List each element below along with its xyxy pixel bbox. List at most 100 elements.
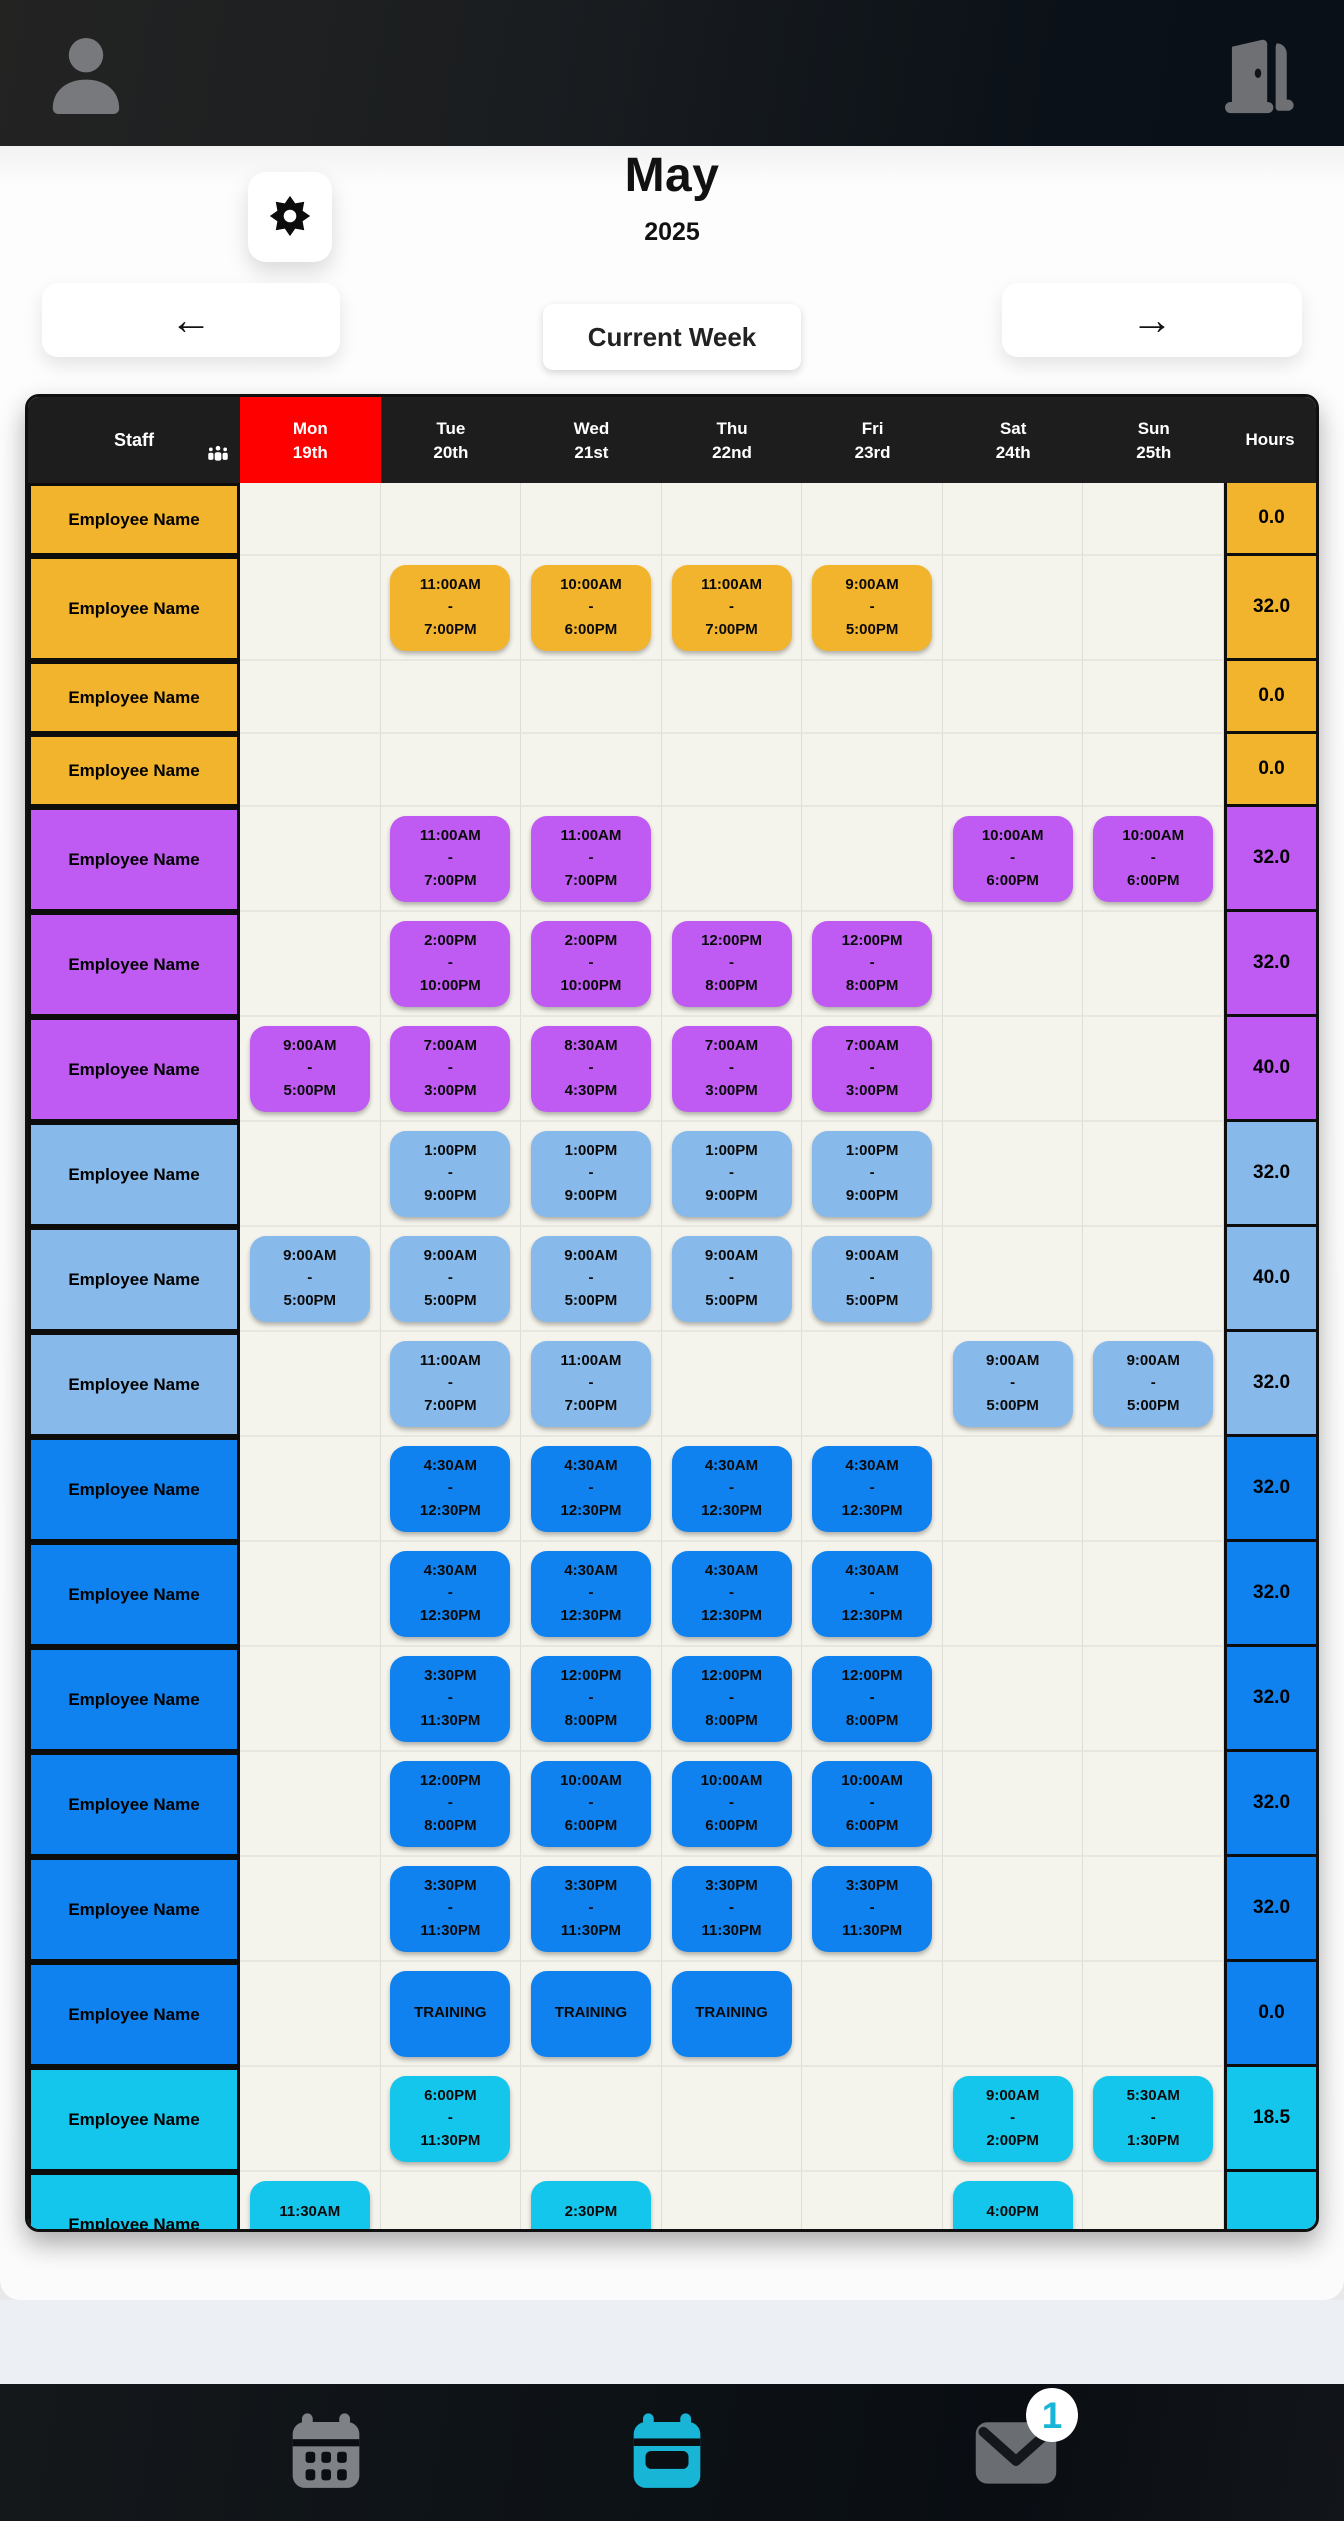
shift-pill[interactable]: 3:30PM - 11:30PM xyxy=(390,1865,511,1952)
shift-pill[interactable]: 3:30PM - 11:30PM xyxy=(390,1655,511,1742)
shift-cell-sun xyxy=(1083,483,1225,556)
shift-pill[interactable]: 10:00AM - 6:00PM xyxy=(530,1760,651,1847)
settings-button[interactable] xyxy=(248,172,332,262)
shift-pill[interactable]: 11:00AM - 7:00PM xyxy=(530,1340,651,1427)
shift-pill[interactable]: 4:30AM - 12:30PM xyxy=(812,1445,933,1532)
shift-pill[interactable]: TRAINING xyxy=(530,1970,651,2057)
shift-pill[interactable]: 9:00AM - 5:00PM xyxy=(249,1025,370,1112)
shift-pill[interactable]: 10:00AM - 6:00PM xyxy=(1093,815,1214,902)
shift-pill[interactable]: 1:00PM - 9:00PM xyxy=(671,1130,792,1217)
employee-name-cell[interactable]: Employee Name xyxy=(28,1122,240,1227)
shift-pill[interactable]: 7:00AM - 3:00PM xyxy=(812,1025,933,1112)
shift-pill[interactable]: 9:00AM - 5:00PM xyxy=(671,1235,792,1322)
logout-button[interactable] xyxy=(1212,26,1304,122)
shift-end: 11:30PM xyxy=(701,1921,762,1939)
employee-name-cell[interactable]: Employee Name xyxy=(28,1962,240,2067)
employee-name-cell[interactable]: Employee Name xyxy=(28,734,240,807)
shift-pill[interactable]: 1:00PM - 9:00PM xyxy=(812,1130,933,1217)
messages-tab[interactable]: 1 xyxy=(946,2384,1086,2521)
shift-pill[interactable]: 4:30AM - 12:30PM xyxy=(671,1550,792,1637)
shift-pill[interactable]: 12:00PM - 8:00PM xyxy=(671,1655,792,1742)
shift-separator: - xyxy=(1150,2109,1156,2127)
next-week-button[interactable]: → xyxy=(1002,283,1302,357)
shift-pill[interactable]: 4:30AM - 12:30PM xyxy=(530,1445,651,1532)
shift-pill[interactable]: 4:30AM - 12:30PM xyxy=(812,1550,933,1637)
shift-pill[interactable]: 11:00AM - 7:00PM xyxy=(390,1340,511,1427)
shift-pill[interactable]: 9:00AM - 5:00PM xyxy=(952,1340,1073,1427)
shift-pill[interactable]: 4:30AM - 12:30PM xyxy=(530,1550,651,1637)
profile-button[interactable] xyxy=(38,24,134,124)
shift-pill[interactable]: 2:00PM - 10:00PM xyxy=(390,920,511,1007)
shift-pill[interactable]: 12:00PM - 8:00PM xyxy=(812,1655,933,1742)
shift-pill[interactable]: 4:30AM - 12:30PM xyxy=(390,1550,511,1637)
shift-pill[interactable]: 9:00AM - 5:00PM xyxy=(812,564,933,651)
shift-pill[interactable]: 9:00AM - 5:00PM xyxy=(249,1235,370,1322)
shift-separator: - xyxy=(729,1584,735,1602)
gear-icon xyxy=(269,195,311,240)
shift-start: 12:00PM xyxy=(841,931,903,949)
open-door-icon xyxy=(1212,39,1304,125)
previous-week-button[interactable]: ← xyxy=(42,283,340,357)
shift-pill[interactable]: 3:30PM - 11:30PM xyxy=(812,1865,933,1952)
shift-pill[interactable]: 12:00PM - 8:00PM xyxy=(671,920,792,1007)
employee-name-cell[interactable]: Employee Name xyxy=(28,1227,240,1332)
shift-pill[interactable]: 12:00PM - 8:00PM xyxy=(390,1760,511,1847)
shift-pill[interactable]: 7:00AM - 3:00PM xyxy=(390,1025,511,1112)
shift-pill[interactable]: 10:00AM - 6:00PM xyxy=(671,1760,792,1847)
shift-pill[interactable]: 3:30PM - 11:30PM xyxy=(671,1865,792,1952)
employee-name-cell[interactable]: Employee Name xyxy=(28,2067,240,2172)
employee-name-cell[interactable]: Employee Name xyxy=(28,1542,240,1647)
employee-name-cell[interactable]: Employee Name xyxy=(28,1437,240,1542)
employee-name-cell[interactable]: Employee Name xyxy=(28,1647,240,1752)
employee-name-cell[interactable]: Employee Name xyxy=(28,912,240,1017)
shift-pill[interactable]: 10:00AM - 6:00PM xyxy=(812,1760,933,1847)
employee-name-cell[interactable]: Employee Name xyxy=(28,483,240,556)
shift-pill[interactable]: 1:00PM - 9:00PM xyxy=(530,1130,651,1217)
shift-pill[interactable]: 11:00AM - 7:00PM xyxy=(390,564,511,651)
month-view-tab[interactable] xyxy=(256,2384,396,2521)
shift-pill[interactable]: 9:00AM - 2:00PM xyxy=(952,2075,1073,2162)
shift-pill[interactable]: TRAINING xyxy=(671,1970,792,2057)
employee-name-cell[interactable]: Employee Name xyxy=(28,556,240,661)
week-view-tab-active[interactable] xyxy=(597,2384,737,2521)
shift-start: 10:00AM xyxy=(1122,826,1185,844)
shift-pill[interactable]: 11:30AM - xyxy=(249,2180,370,2229)
shift-start: 4:30AM xyxy=(845,1561,899,1579)
schedule-row: Employee Name 1:00PM -9:00PM 1:00PM -9:00PM 1… xyxy=(28,1122,1316,1227)
shift-pill[interactable]: 12:00PM - 8:00PM xyxy=(812,920,933,1007)
shift-pill[interactable]: TRAINING xyxy=(390,1970,511,2057)
shift-pill[interactable]: 10:00AM - 6:00PM xyxy=(530,564,651,651)
shift-pill[interactable]: 1:00PM - 9:00PM xyxy=(390,1130,511,1217)
current-week-button[interactable]: Current Week xyxy=(543,304,801,370)
shift-pill[interactable]: 3:30PM - 11:30PM xyxy=(530,1865,651,1952)
employee-name-cell[interactable]: Employee Name xyxy=(28,1017,240,1122)
shift-pill[interactable]: 5:30AM - 1:30PM xyxy=(1093,2075,1214,2162)
employee-name-cell[interactable]: Employee Name xyxy=(28,2172,240,2229)
shift-pill[interactable]: 8:30AM - 4:30PM xyxy=(530,1025,651,1112)
employee-name-cell[interactable]: Employee Name xyxy=(28,1752,240,1857)
employee-name-cell[interactable]: Employee Name xyxy=(28,1857,240,1962)
shift-pill[interactable]: 7:00AM - 3:00PM xyxy=(671,1025,792,1112)
shift-pill[interactable]: 10:00AM - 6:00PM xyxy=(952,815,1073,902)
shift-pill[interactable]: 6:00PM - 11:30PM xyxy=(390,2075,511,2162)
shift-end: 12:30PM xyxy=(841,1606,903,1624)
shift-pill[interactable]: 9:00AM - 5:00PM xyxy=(530,1235,651,1322)
shift-pill[interactable]: 11:00AM - 7:00PM xyxy=(530,815,651,902)
employee-name-cell[interactable]: Employee Name xyxy=(28,661,240,734)
shift-pill[interactable]: 12:00PM - 8:00PM xyxy=(530,1655,651,1742)
shift-pill[interactable]: 4:30AM - 12:30PM xyxy=(671,1445,792,1532)
shift-start: 9:00AM xyxy=(423,1246,478,1264)
employee-name-cell[interactable]: Employee Name xyxy=(28,807,240,912)
schedule-row: Employee Name 9:00AM -5:00PM 9:00AM -5:00PM 9… xyxy=(28,1227,1316,1332)
shift-pill[interactable]: 9:00AM - 5:00PM xyxy=(812,1235,933,1322)
shift-pill[interactable]: 9:00AM - 5:00PM xyxy=(390,1235,511,1322)
shift-pill[interactable]: 9:00AM - 5:00PM xyxy=(1093,1340,1214,1427)
shift-end: 12:30PM xyxy=(560,1606,622,1624)
shift-pill[interactable]: 11:00AM - 7:00PM xyxy=(671,564,792,651)
shift-pill[interactable]: 2:30PM - xyxy=(530,2180,651,2229)
shift-pill[interactable]: 11:00AM - 7:00PM xyxy=(390,815,511,902)
shift-pill[interactable]: 2:00PM - 10:00PM xyxy=(530,920,651,1007)
shift-pill[interactable]: 4:30AM - 12:30PM xyxy=(390,1445,511,1532)
employee-name-cell[interactable]: Employee Name xyxy=(28,1332,240,1437)
shift-pill[interactable]: 4:00PM - xyxy=(952,2180,1073,2229)
